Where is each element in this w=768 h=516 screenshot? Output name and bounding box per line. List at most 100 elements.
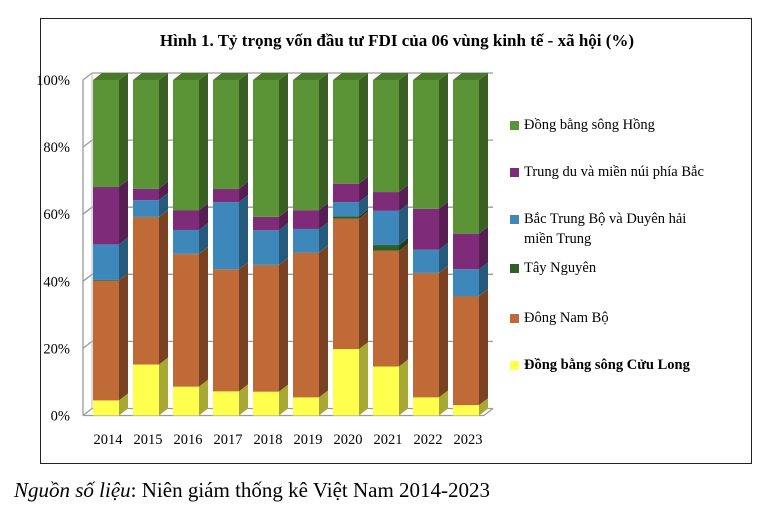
bar-segment xyxy=(93,80,119,188)
bar-segment xyxy=(133,80,159,189)
bar-segment-side xyxy=(399,238,408,251)
bar-segment xyxy=(133,200,159,217)
bar-top xyxy=(373,73,408,80)
bar-top xyxy=(333,73,368,80)
bar-segment xyxy=(173,254,199,387)
bar-segment-side xyxy=(439,265,448,274)
x-tick-label: 2019 xyxy=(294,432,323,448)
bar-segment-side xyxy=(199,247,208,387)
bar-segment xyxy=(213,80,239,190)
bar-segment-side xyxy=(279,223,288,265)
x-tick-label: 2017 xyxy=(214,432,243,448)
y-tick-label: 60% xyxy=(43,207,70,223)
bar-segment xyxy=(333,216,359,219)
legend-label: Trung du và miền núi phía Bắc xyxy=(524,164,704,180)
legend-label: Đồng bằng sông Cửu Long xyxy=(524,357,690,373)
axis-tick xyxy=(82,139,93,148)
legend-swatch xyxy=(510,168,519,177)
source-label: Nguồn số liệu xyxy=(14,478,131,502)
bar-segment-side xyxy=(199,246,208,255)
bar-segment-side xyxy=(479,398,488,416)
bar-segment-side xyxy=(479,289,488,297)
bar-segment xyxy=(173,210,199,230)
y-tick-label: 0% xyxy=(51,409,70,425)
axis-tick xyxy=(82,72,93,81)
bar-segment xyxy=(453,80,479,234)
x-tick-label: 2014 xyxy=(94,432,124,448)
axis-tick xyxy=(82,273,93,282)
bar-segment xyxy=(413,208,439,250)
bar-segment-side xyxy=(279,384,288,416)
bar-segment-side xyxy=(199,222,208,254)
bar-segment xyxy=(293,80,319,211)
legend-label-line2: miền Trung xyxy=(524,231,592,247)
legend-label: Đông Nam Bộ xyxy=(524,310,609,326)
legend-label: Tây Nguyên xyxy=(524,260,597,276)
bar-segment-side xyxy=(279,258,288,392)
bar-segment xyxy=(173,80,199,211)
bar-segment xyxy=(293,252,319,398)
bar-segment xyxy=(333,183,359,203)
source-text: : Niên giám thống kê Việt Nam 2014-2023 xyxy=(130,478,491,502)
bar-segment-side xyxy=(159,181,168,201)
bar-segment-side xyxy=(439,242,448,273)
bar-segment-side xyxy=(399,73,408,193)
bar-segment xyxy=(253,265,279,392)
bar-segment-side xyxy=(199,379,208,416)
bar-segment xyxy=(413,249,439,273)
legend-swatch xyxy=(510,264,519,273)
bar-segment xyxy=(253,391,279,416)
bar-segment xyxy=(93,244,119,280)
x-tick-label: 2022 xyxy=(414,432,443,448)
bar-segment-side xyxy=(279,257,288,266)
bar-segment xyxy=(93,400,119,416)
bar-top xyxy=(413,73,448,80)
bar-segment-side xyxy=(319,221,328,253)
legend-swatch xyxy=(510,361,519,370)
bar-segment-side xyxy=(199,73,208,211)
axis-tick xyxy=(82,206,93,215)
bar-segment-side xyxy=(479,289,488,406)
bar-segment-side xyxy=(359,342,368,416)
bar-segment-side xyxy=(319,390,328,416)
bar-segment-side xyxy=(159,193,168,217)
bar-segment xyxy=(293,397,319,416)
bar-segment xyxy=(333,202,359,217)
chart-frame: Hình 1. Tỷ trọng vốn đầu tư FDI của 06 v… xyxy=(40,18,752,464)
y-tick-label: 40% xyxy=(43,274,70,290)
bar-segment xyxy=(173,386,199,416)
x-tick-label: 2015 xyxy=(134,432,163,448)
bar-segment-side xyxy=(239,384,248,416)
bar-segment xyxy=(133,188,159,201)
axis-tick xyxy=(82,340,93,349)
x-tick-label: 2018 xyxy=(254,432,283,448)
bar-segment xyxy=(253,230,279,265)
bar-segment-side xyxy=(239,262,248,392)
bar-segment-side xyxy=(359,176,368,203)
bar-segment xyxy=(213,269,239,392)
bar-segment-side xyxy=(439,73,448,209)
axis-tick xyxy=(82,407,93,417)
bar-segment xyxy=(373,245,399,251)
bar-segment-side xyxy=(239,195,248,270)
bar-segment-side xyxy=(479,73,488,234)
bar-segment xyxy=(133,217,159,365)
bar-segment-side xyxy=(279,209,288,231)
bar-segment xyxy=(253,80,279,217)
bar-segment xyxy=(453,233,479,270)
x-tick-label: 2016 xyxy=(174,432,203,448)
bar-top xyxy=(293,73,328,80)
bar-segment-side xyxy=(119,73,128,188)
bar-segment xyxy=(293,210,319,229)
x-tick-label: 2023 xyxy=(454,432,483,448)
bar-segment-side xyxy=(119,180,128,245)
bar-segment-side xyxy=(279,73,288,217)
y-tick-label: 20% xyxy=(43,341,70,357)
y-tick-label: 100% xyxy=(36,73,70,89)
bar-segment xyxy=(453,405,479,416)
bar-segment-side xyxy=(239,262,248,270)
bar-segment-side xyxy=(119,272,128,281)
bar-segment-side xyxy=(399,203,408,246)
bar-segment-side xyxy=(239,182,248,203)
bar-segment xyxy=(333,218,359,350)
